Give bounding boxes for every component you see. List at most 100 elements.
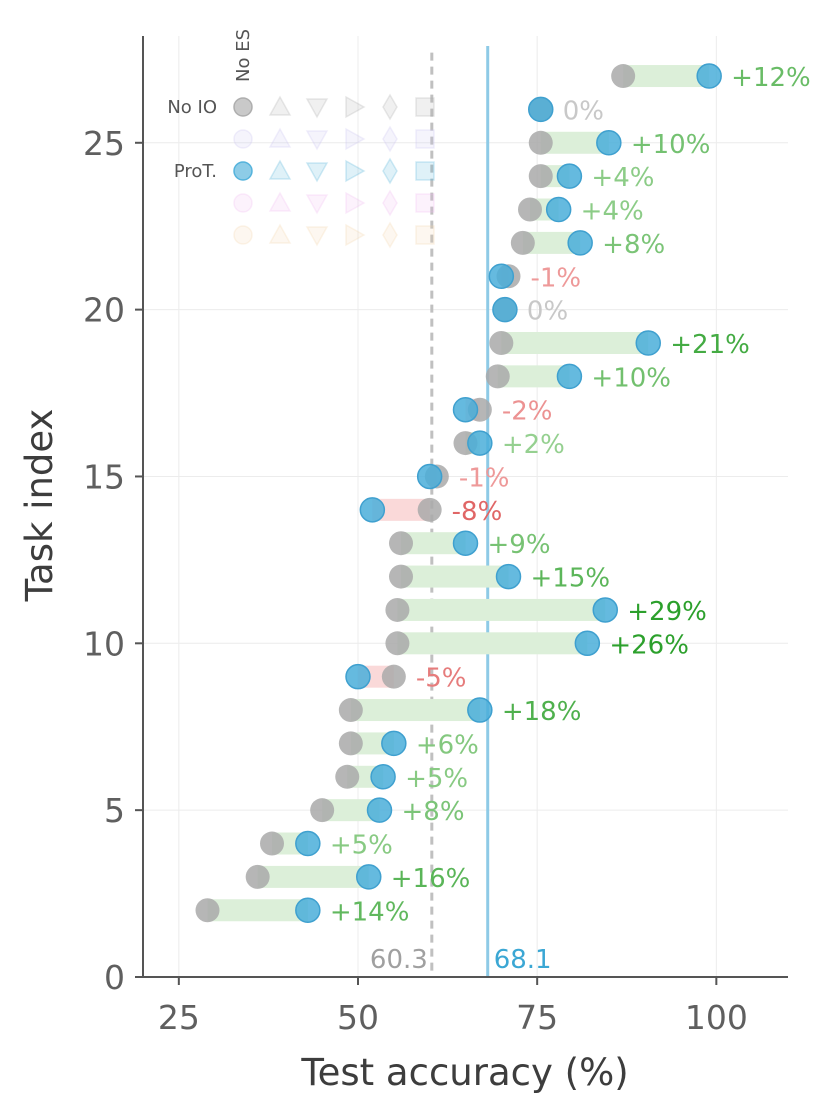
method-point xyxy=(545,196,572,223)
difference-bar xyxy=(372,498,430,521)
reference-line-label: 60.3 xyxy=(370,945,428,975)
legend-row-label: ProT. xyxy=(174,161,217,182)
baseline-point xyxy=(381,664,406,689)
legend-marker-triangle-down xyxy=(305,130,329,151)
method-point xyxy=(696,63,722,89)
method-point xyxy=(452,530,479,556)
baseline-point xyxy=(245,864,270,889)
legend-marker-square xyxy=(415,193,435,213)
method-point xyxy=(635,330,661,356)
delta-label: +8% xyxy=(402,797,465,827)
legend-marker-diamond xyxy=(382,125,398,153)
y-tick-label: 10 xyxy=(83,624,125,663)
baseline-point xyxy=(611,64,636,89)
x-tick-label: 25 xyxy=(158,998,200,1037)
method-point xyxy=(366,797,393,823)
legend: No ES No IO ProT. xyxy=(167,29,435,249)
legend-marker-circle xyxy=(233,225,253,245)
method-point xyxy=(495,563,522,590)
delta-label: +8% xyxy=(602,230,665,260)
delta-label: +12% xyxy=(731,63,811,93)
delta-label: +10% xyxy=(631,130,711,160)
baseline-point xyxy=(417,497,442,522)
delta-label: +5% xyxy=(330,831,393,861)
legend-marker-diamond xyxy=(382,157,398,185)
method-point xyxy=(345,663,371,690)
method-point xyxy=(295,897,321,924)
difference-bar xyxy=(501,331,649,354)
legend-marker-triangle-down xyxy=(305,194,329,215)
y-axis-title: Task index xyxy=(18,409,61,603)
delta-label: 0% xyxy=(563,96,604,126)
method-point xyxy=(567,230,593,256)
legend-marker-square xyxy=(415,225,435,245)
delta-label: -2% xyxy=(502,397,553,427)
difference-bar xyxy=(497,365,570,388)
method-point xyxy=(416,463,443,490)
baseline-point xyxy=(195,898,220,923)
legend-marker-circle xyxy=(233,161,253,181)
legend-row-label: No IO xyxy=(167,97,217,118)
baseline-point xyxy=(385,631,410,656)
legend-marker-triangle-right xyxy=(345,159,366,183)
legend-marker-diamond xyxy=(382,189,398,217)
delta-label: +29% xyxy=(627,597,707,627)
baseline-point xyxy=(528,130,553,155)
difference-bar xyxy=(397,632,588,655)
delta-label: +6% xyxy=(416,730,479,760)
baseline-point xyxy=(338,731,363,756)
method-point xyxy=(488,263,515,290)
difference-bar xyxy=(350,699,480,722)
legend-marker-circle xyxy=(233,129,253,149)
legend-marker-square xyxy=(415,129,435,149)
delta-label: +10% xyxy=(591,363,671,393)
axes: 25 50 75 100 0 5 10 15 20 25 xyxy=(83,36,788,1037)
y-tick-label: 0 xyxy=(104,958,125,997)
x-tick-label: 75 xyxy=(516,998,558,1037)
method-point xyxy=(467,430,493,456)
legend-marker-triangle-down xyxy=(305,98,329,119)
data-points xyxy=(195,63,722,924)
delta-label: +5% xyxy=(405,764,468,794)
baseline-point xyxy=(518,197,542,222)
legend-marker-diamond xyxy=(382,221,398,249)
delta-label: -5% xyxy=(416,664,467,694)
method-point xyxy=(359,497,386,523)
x-tick-label: 100 xyxy=(685,998,748,1037)
method-point xyxy=(574,630,601,657)
difference-bar xyxy=(401,565,509,588)
baseline-point xyxy=(385,597,410,622)
difference-bar xyxy=(623,65,710,88)
baseline-point xyxy=(389,564,413,589)
delta-label: -1% xyxy=(459,463,510,493)
legend-marker-circle xyxy=(233,193,253,213)
method-point xyxy=(452,396,479,423)
legend-column-header: No ES xyxy=(233,29,254,82)
baseline-point xyxy=(485,364,510,389)
method-point xyxy=(381,730,407,757)
delta-label: +4% xyxy=(581,197,644,227)
legend-marker-triangle-up xyxy=(268,95,292,116)
reference-line-label: 68.1 xyxy=(494,945,552,975)
y-tick-label: 25 xyxy=(83,124,125,163)
delta-label: +2% xyxy=(502,430,565,460)
delta-label: +14% xyxy=(330,897,410,927)
method-point xyxy=(356,864,382,890)
x-axis-title: Test accuracy (%) xyxy=(300,1051,628,1094)
delta-label: +21% xyxy=(670,330,750,360)
delta-label: -1% xyxy=(531,263,582,293)
delta-label: +18% xyxy=(502,697,582,727)
baseline-point xyxy=(335,764,360,789)
delta-label: +9% xyxy=(488,530,551,560)
method-point xyxy=(492,296,518,323)
baseline-point xyxy=(338,698,363,723)
delta-label: 0% xyxy=(527,297,568,327)
legend-marker-triangle-up xyxy=(268,191,292,212)
legend-marker-diamond xyxy=(382,93,398,121)
method-point xyxy=(467,697,493,723)
method-point xyxy=(528,96,554,123)
delta-label: +26% xyxy=(609,630,689,660)
legend-marker-triangle-down xyxy=(305,226,329,247)
x-tick-label: 50 xyxy=(337,998,379,1037)
difference-bar xyxy=(207,899,308,922)
